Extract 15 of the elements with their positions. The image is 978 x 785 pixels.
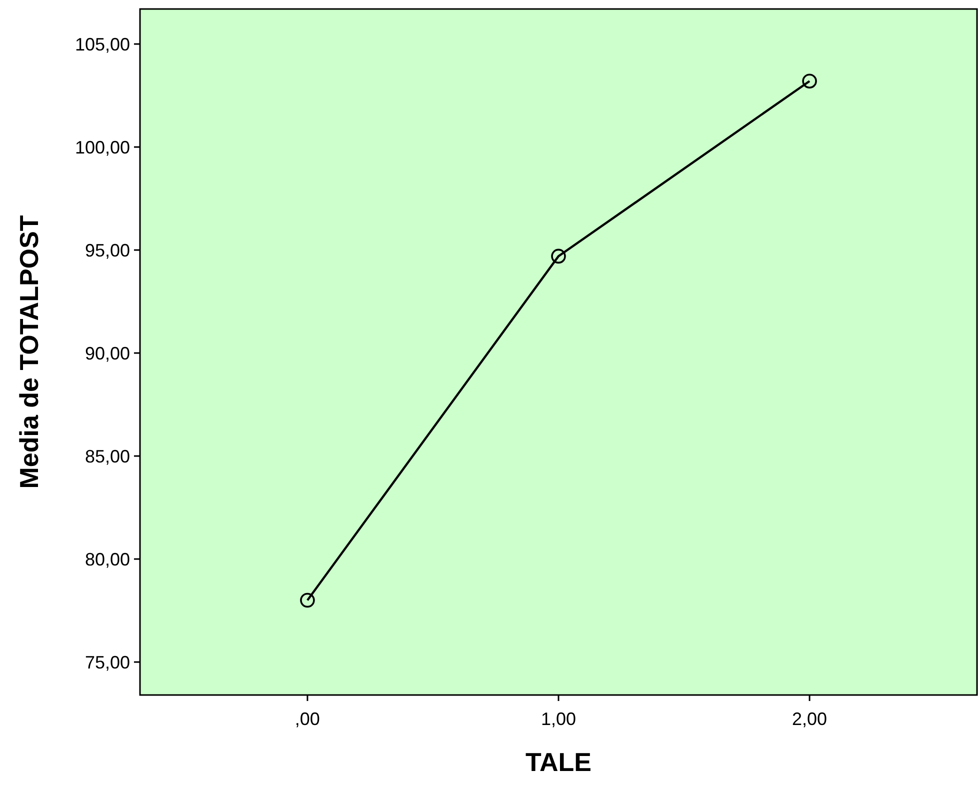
point — [802, 74, 817, 88]
x-axis-title: TALE — [526, 747, 592, 777]
y-tick-label: 105,00 — [74, 34, 130, 54]
y-tick-label: 95,00 — [84, 240, 130, 260]
y-tick-label: 100,00 — [74, 137, 130, 158]
point — [300, 592, 315, 608]
x-tick-label: ,00 — [294, 709, 320, 729]
y-tick-label: 85,00 — [84, 446, 130, 466]
y-axis-title: Media de TOTALPOST — [14, 215, 44, 489]
y-tick-label: 75,00 — [84, 652, 130, 672]
y-tick-label: 80,00 — [84, 549, 130, 570]
point — [551, 248, 566, 264]
x-tick-label: 1,00 — [540, 709, 576, 729]
y-tick-label: 90,00 — [84, 343, 130, 364]
x-tick-label: 2,00 — [792, 709, 828, 729]
